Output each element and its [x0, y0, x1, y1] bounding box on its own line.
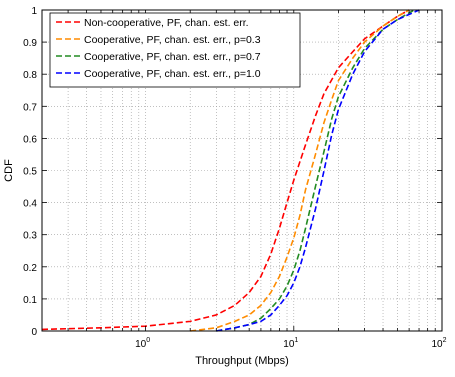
x-tick-label-base: 10 — [283, 339, 295, 350]
x-tick-label-base: 10 — [431, 339, 443, 350]
y-axis-label: CDF — [3, 159, 15, 182]
y-tick-label: 0.7 — [23, 102, 37, 113]
x-tick-label-exponent: 0 — [146, 337, 150, 344]
legend: Non-cooperative, PF, chan. est. err. Coop… — [49, 12, 301, 88]
x-tick-label: 101 — [283, 337, 298, 350]
series-line-2 — [190, 9, 410, 332]
legend-label-4: Cooperative, PF, chan. est. err., p=1.0 — [84, 68, 261, 80]
y-tick-label: 0.2 — [23, 263, 37, 274]
x-tick-label: 100 — [135, 337, 150, 350]
y-tick-label: 0.4 — [23, 199, 37, 210]
x-tick-label: 102 — [431, 337, 446, 350]
y-tick-label: 0.9 — [23, 38, 37, 49]
series-line-3 — [216, 9, 415, 332]
y-tick-label: 1 — [31, 6, 37, 17]
legend-box — [49, 12, 301, 88]
x-tick-label-base: 10 — [135, 339, 147, 350]
y-tick-label: 0.8 — [23, 70, 37, 81]
y-tick-label: 0.6 — [23, 134, 37, 145]
series-line-1 — [41, 9, 410, 331]
x-axis-label: Throughput (Mbps) — [195, 355, 289, 367]
legend-label-1: Non-cooperative, PF, chan. est. err. — [84, 17, 249, 29]
y-tick-label: 0.5 — [23, 167, 37, 178]
series-line-4 — [216, 9, 420, 332]
y-tick-label: 0.1 — [23, 295, 37, 306]
y-tick-label: 0.3 — [23, 231, 37, 242]
x-tick-label-exponent: 1 — [294, 337, 298, 344]
y-tick-label: 0 — [31, 327, 37, 338]
series-layer — [41, 9, 420, 332]
legend-label-3: Cooperative, PF, chan. est. err., p=0.7 — [84, 51, 261, 63]
x-tick-label-exponent: 2 — [443, 337, 447, 344]
legend-label-2: Cooperative, PF, chan. est. err., p=0.3 — [84, 34, 261, 46]
